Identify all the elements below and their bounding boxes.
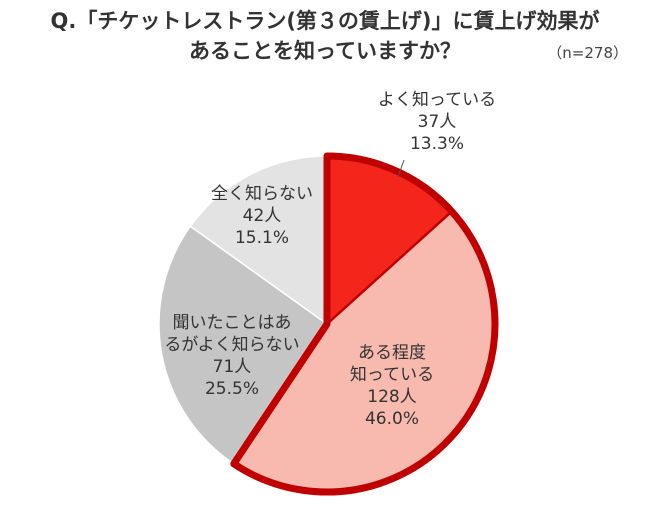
slice-heard-not-known-label: 聞いたことはあるがよく知らない 71人 25.5% [164, 313, 299, 399]
highlight-outline [230, 152, 499, 496]
leader-line-top-slice [397, 159, 405, 178]
slice-not-known [189, 155, 328, 326]
pie-slices [158, 155, 496, 493]
slice-percent-text: 15.1% [235, 228, 289, 248]
sample-size-label: （n=278） [547, 44, 628, 62]
highlight-divider [326, 210, 453, 325]
slice-count-text: 128人 [367, 387, 416, 407]
chart-title-line-2: あることを知っていますか？ [189, 39, 461, 63]
slice-not-known-label: 全く知らない 42人 15.1% [211, 184, 313, 248]
slice-count-text: 71人 [213, 357, 252, 377]
slice-category-text: ある程度 [358, 343, 426, 363]
slice-percent-text: 25.5% [205, 379, 259, 399]
chart-title: Q.「チケットレストラン(第３の賃上げ)」に賃上げ効果が あることを知っています… [0, 6, 650, 66]
slice-labels: よく知っている 37人 13.3% ある程度知っている 128人 46.0% 聞いたことはあ… [164, 90, 496, 429]
slice-category-text: 聞いたことはあ [173, 313, 292, 333]
slice-category-text: 知っている [350, 365, 434, 385]
slice-category-text: るがよく知らない [164, 335, 299, 355]
slice-heard-not-known [158, 225, 329, 465]
chart-title-line-1: Q.「チケットレストラン(第３の賃上げ)」に賃上げ効果が [50, 9, 600, 33]
slice-somewhat-known-label: ある程度知っている 128人 46.0% [350, 343, 434, 429]
slice-percent-text: 46.0% [365, 409, 419, 429]
slice-percent-text: 13.3% [410, 134, 464, 154]
slice-category-text: 全く知らない [211, 184, 313, 204]
slice-well-known-label: よく知っている 37人 13.3% [378, 90, 496, 154]
slice-count-text: 42人 [243, 206, 282, 226]
slice-count-text: 37人 [418, 112, 457, 132]
slice-category-text: よく知っている [378, 90, 496, 110]
